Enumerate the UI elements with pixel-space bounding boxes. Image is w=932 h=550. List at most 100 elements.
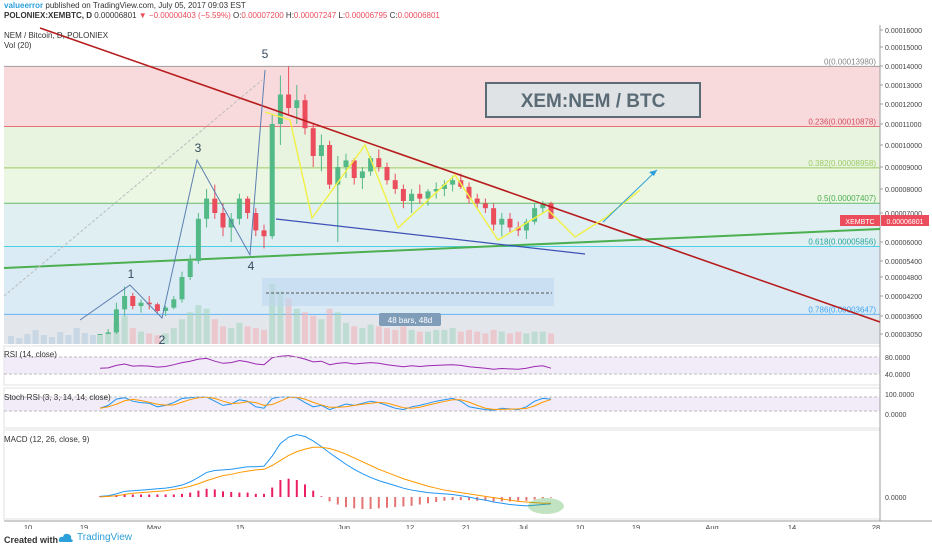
candle-body	[277, 94, 283, 124]
volume-bar	[252, 328, 259, 344]
price-tick-label: 0.00004800	[885, 275, 922, 282]
arrow-head	[649, 170, 657, 176]
price-tick-label: 0.00016000	[885, 28, 922, 35]
volume-bar	[531, 331, 538, 344]
time-tick-label: Jul	[518, 523, 528, 532]
volume-bar	[539, 331, 546, 344]
fib-label: 0.786(0.00003647)	[808, 305, 876, 314]
time-tick-label: 21	[462, 523, 470, 532]
volume-bar	[367, 324, 374, 344]
time-tick-label: 19	[80, 523, 88, 532]
candle-body	[105, 332, 111, 334]
volume-bar	[425, 331, 431, 344]
wave-label: 4	[248, 259, 255, 273]
candle-body	[540, 203, 546, 209]
volume-bars	[8, 284, 554, 344]
volume-bar	[449, 328, 456, 344]
fib-band	[4, 126, 880, 168]
volume-bar	[244, 326, 251, 344]
high-value: 0.00007247	[293, 11, 337, 20]
rsi-tick-label: 80.0000	[885, 355, 910, 362]
volume-bar	[523, 333, 530, 344]
measure-tool[interactable]: 48 bars, 48d	[379, 313, 441, 326]
candle-body	[195, 218, 201, 261]
candle-body	[507, 218, 513, 228]
symbol-label: POLONIEX:XEMBTC, D	[4, 11, 93, 20]
time-tick-label: May	[147, 523, 161, 532]
volume-bar	[187, 312, 194, 344]
tradingview-logo[interactable]: TradingView	[58, 532, 132, 543]
volume-bar	[466, 329, 472, 344]
time-tick-label: 12	[406, 523, 414, 532]
open-value: 0.00007200	[241, 11, 284, 20]
publish-line: valueerror published on TradingView.com,…	[4, 1, 246, 10]
price-tick-label: 0.00014000	[885, 64, 922, 71]
open-label: O:	[232, 11, 242, 20]
stoch-tick-label: 0.0000	[885, 412, 907, 419]
annotation-box[interactable]: XEM:NEM / BTC	[485, 82, 701, 118]
wave-label: 5	[262, 47, 269, 61]
volume-bar	[285, 298, 292, 344]
volume-bar	[408, 329, 415, 344]
author-link[interactable]: valueerror	[4, 1, 44, 10]
measure-label: 48 bars, 48d	[388, 316, 432, 325]
volume-bar	[154, 335, 161, 344]
price-tick-label: 0.00003600	[885, 314, 922, 321]
candle-body	[466, 186, 472, 199]
time-tick-label: Aug	[705, 523, 718, 532]
candle-body	[228, 218, 234, 228]
volume-bar	[400, 326, 407, 344]
volume-bar	[490, 329, 497, 344]
created-with-text: Created with	[4, 535, 59, 545]
candle-body	[154, 304, 160, 311]
volume-bar	[40, 335, 47, 344]
time-tick-label: 19	[632, 523, 640, 532]
volume-bar	[482, 333, 489, 344]
candle-body	[441, 184, 447, 189]
candle-body	[474, 198, 480, 204]
tradingview-brand: TradingView	[77, 532, 133, 543]
price-tag-symbol: XEMBTC	[845, 219, 874, 226]
candle-body	[515, 227, 521, 231]
published-text: published on TradingView.com, July 05, 2…	[45, 1, 246, 10]
candle-body	[351, 160, 357, 178]
last-price: 0.00006801	[94, 11, 137, 20]
candle-body	[245, 198, 251, 213]
candle-body	[179, 277, 185, 300]
lower-trendline	[275, 218, 586, 255]
fib-label: 0(0.00013980)	[824, 57, 876, 66]
ohlc-line: POLONIEX:XEMBTC, D 0.00006801 ▼ −0.00000…	[4, 11, 440, 20]
candle-body	[204, 198, 210, 219]
price-tick-label: 0.00013000	[885, 83, 922, 90]
volume-bar	[195, 305, 202, 344]
volume-bar	[179, 319, 185, 344]
fib-label: 0.618(0.00005856)	[808, 238, 876, 247]
high-label: H:	[285, 11, 294, 20]
candle-body	[499, 218, 505, 225]
candles	[97, 66, 554, 335]
price-tick-label: 0.00010000	[885, 143, 922, 150]
volume-bar	[548, 333, 554, 344]
fib-label: 0.382(0.00008958)	[808, 159, 876, 168]
volume-bar	[129, 328, 136, 344]
fib-label: 0.5(0.00007407)	[817, 194, 876, 203]
candle-body	[409, 193, 415, 201]
volume-bar	[457, 331, 464, 344]
time-tick-label: 28	[872, 523, 880, 532]
rsi-legend: RSI (14, close)	[4, 350, 57, 359]
candle-body	[130, 296, 136, 306]
drawings-back	[3, 79, 881, 306]
time-tick-label: Jun	[338, 523, 350, 532]
volume-bar	[105, 333, 112, 344]
fib-band	[4, 66, 880, 127]
price-tag-value: 0.00006801	[887, 219, 924, 226]
rsi-tick-label: 40.0000	[885, 372, 910, 379]
volume-bar	[16, 338, 23, 344]
indicator-panes	[4, 355, 880, 514]
candle-body	[253, 213, 259, 231]
volume-bar	[277, 291, 284, 344]
price-tick-label: 0.00005400	[885, 259, 922, 266]
fib-label: 0.236(0.00010878)	[808, 118, 876, 127]
candle-body	[286, 94, 292, 108]
